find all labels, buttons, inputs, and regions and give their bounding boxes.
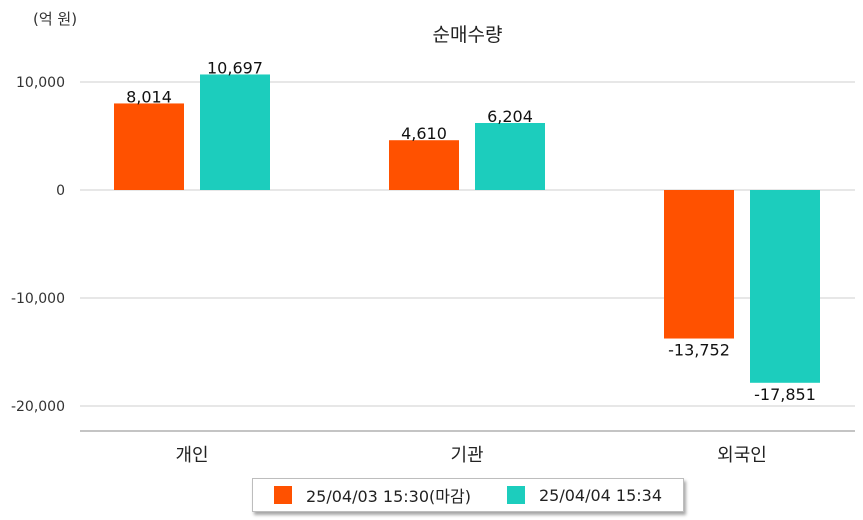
- legend-item-series-2[interactable]: 25/04/04 15:34: [506, 485, 663, 505]
- bar: [389, 140, 459, 190]
- bar: [750, 190, 820, 383]
- chart-legend: 25/04/03 15:30(마감) 25/04/04 15:34: [252, 478, 684, 512]
- x-category-label: 기관: [450, 445, 483, 466]
- bar: [475, 122, 545, 190]
- bar: [664, 190, 734, 339]
- y-tick-label: -20,000: [11, 399, 65, 415]
- y-tick-label: 0: [56, 183, 65, 199]
- legend-label-series-1: 25/04/03 15:30(마감): [305, 487, 471, 506]
- y-tick-label: 10,000: [16, 75, 65, 91]
- data-label: 4,610: [401, 124, 447, 143]
- x-category-label: 개인: [175, 445, 208, 466]
- legend-swatch-series-2: [506, 486, 525, 504]
- bar: [114, 103, 184, 190]
- legend-swatch-series-1: [273, 486, 292, 504]
- bar: [200, 74, 270, 190]
- data-label: -17,851: [754, 385, 816, 404]
- data-label: 8,014: [126, 87, 172, 106]
- chart-title: 순매수량: [432, 24, 503, 46]
- y-tick-label: -10,000: [11, 291, 65, 307]
- legend-label-series-2: 25/04/04 15:34: [538, 485, 663, 505]
- data-label: -13,752: [668, 341, 730, 360]
- x-category-label: 외국인: [717, 445, 767, 466]
- y-axis-unit-label: (억 원): [33, 10, 78, 28]
- legend-item-series-1[interactable]: 25/04/03 15:30(마감): [273, 483, 471, 507]
- data-label: 6,204: [487, 107, 533, 126]
- data-label: 10,697: [207, 58, 263, 77]
